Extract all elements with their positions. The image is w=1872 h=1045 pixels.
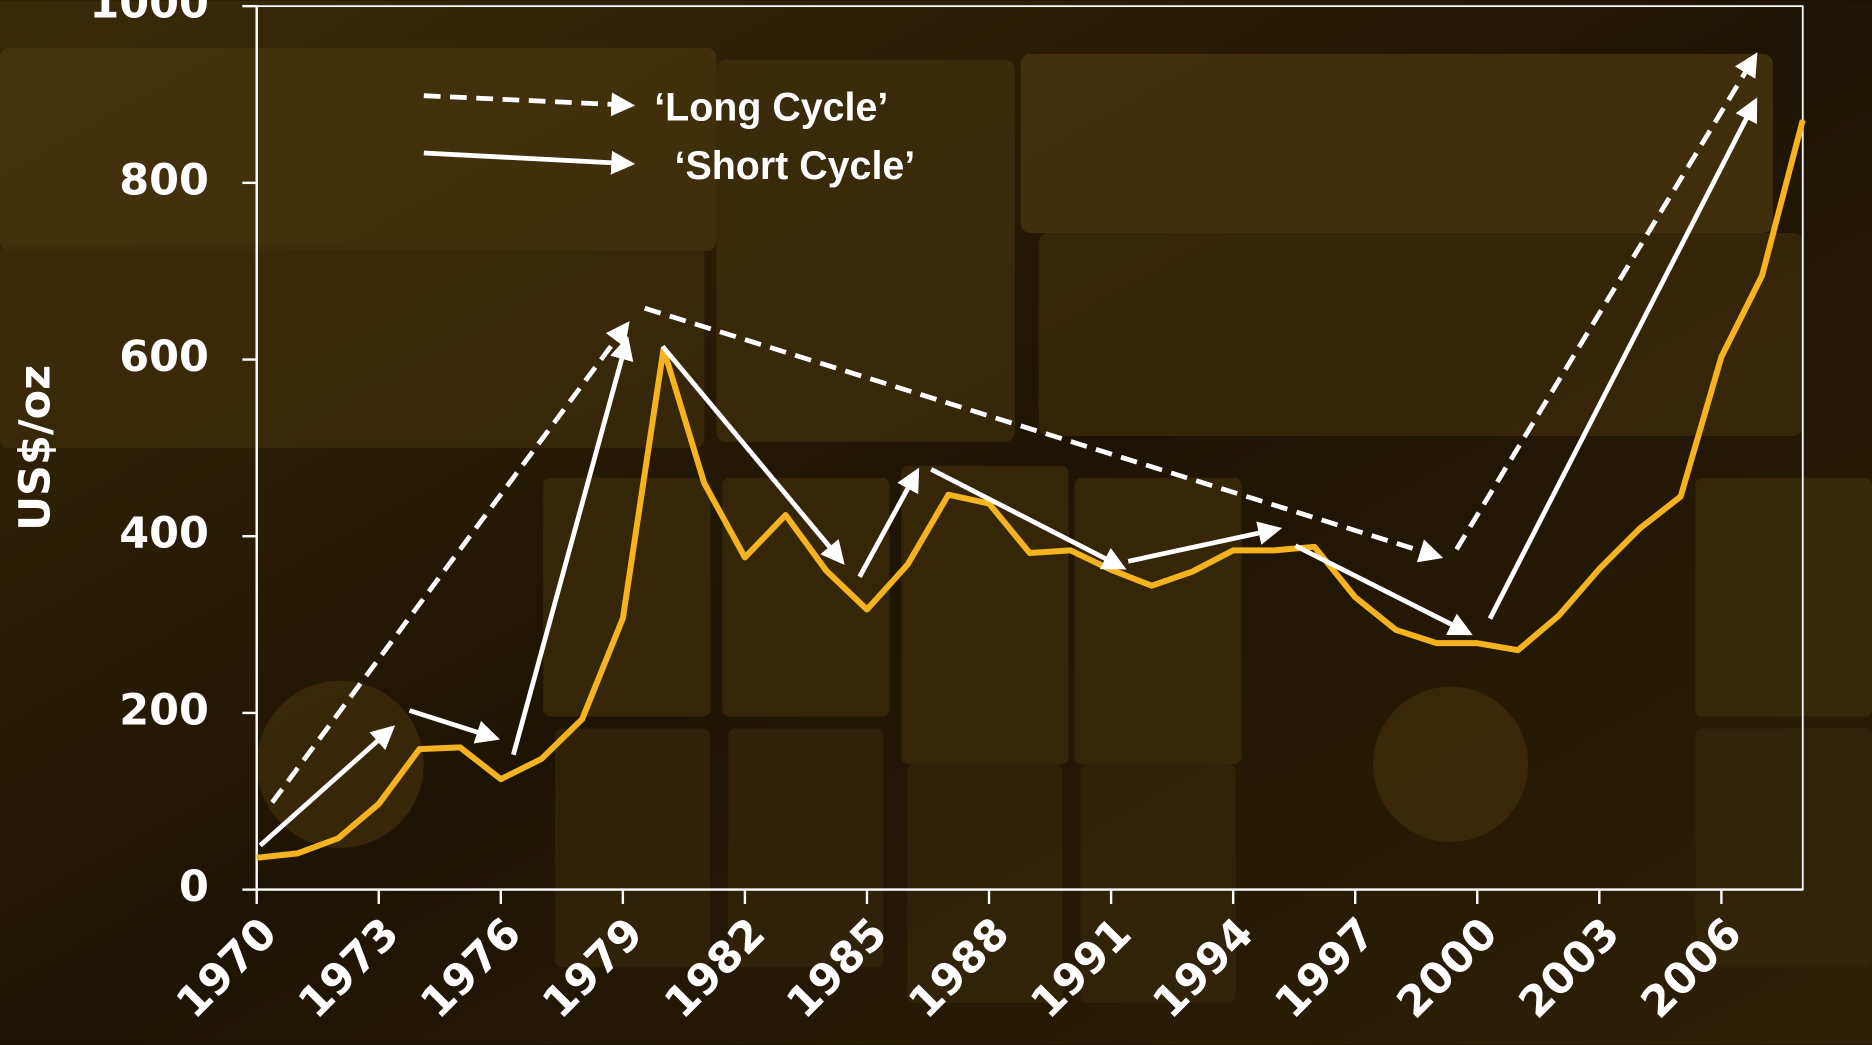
arrow — [1487, 97, 1758, 620]
legend-long-label: ‘Long Cycle’ — [654, 85, 888, 129]
arrow — [643, 305, 1444, 563]
arrow — [270, 321, 630, 804]
legend-long-arrow — [423, 92, 636, 117]
legend-short-arrow — [423, 150, 636, 175]
long-cycle-arrows — [270, 52, 1758, 804]
arrow — [660, 344, 845, 565]
y-tick-label: 1000 — [89, 0, 209, 29]
arrow — [511, 335, 634, 756]
annotation-arrows — [258, 52, 1758, 848]
y-tick-label: 200 — [119, 685, 209, 735]
arrow — [258, 725, 396, 848]
y-axis-label: US$/oz — [11, 365, 61, 531]
y-tick-label: 800 — [119, 155, 209, 205]
y-tick-label: 600 — [119, 332, 209, 382]
arrow — [1454, 52, 1758, 551]
price-line — [256, 119, 1806, 861]
legend-short-label: ‘Short Cycle’ — [675, 144, 916, 188]
arrow — [857, 467, 920, 578]
arrow — [930, 467, 1127, 570]
arrow — [1127, 521, 1283, 564]
arrow — [1294, 543, 1473, 636]
short-cycle-arrows — [258, 97, 1758, 848]
y-tick-label: 0 — [179, 862, 209, 912]
arrow — [408, 708, 501, 744]
y-tick-label: 400 — [119, 509, 209, 559]
